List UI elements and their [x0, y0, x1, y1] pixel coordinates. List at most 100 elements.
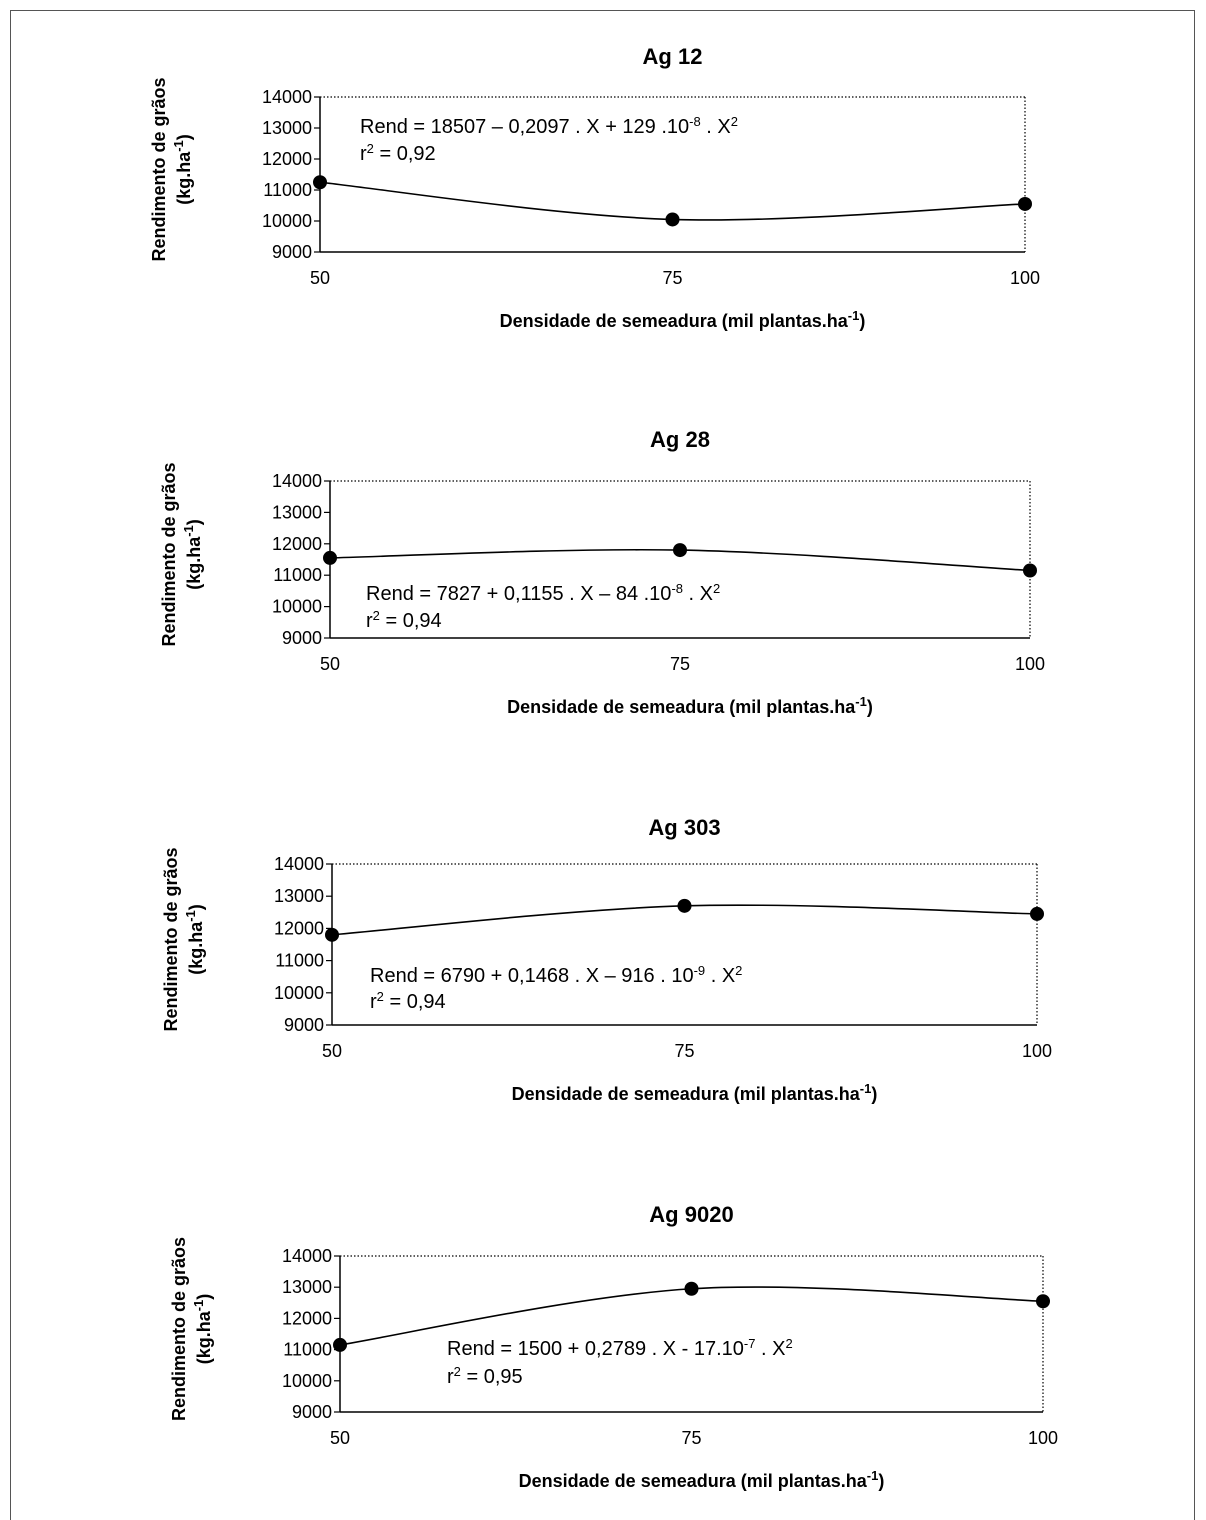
- x-tick-label: 100: [1022, 1041, 1052, 1061]
- y-axis-label-unit: (kg.ha-1): [183, 904, 207, 975]
- y-tick-label: 13000: [272, 502, 322, 522]
- x-tick-label: 50: [310, 268, 330, 288]
- regression-equation: Rend = 1500 + 0,2789 . X - 17.10-7 . X2: [447, 1336, 793, 1361]
- equation-main: Rend = 1500 + 0,2789 . X - 17.10: [447, 1338, 744, 1360]
- equation-term: . X: [755, 1338, 785, 1360]
- y-axis-label: Rendimento de grãos: [159, 462, 179, 646]
- equation-power: 2: [731, 114, 738, 129]
- r-symbol: r: [360, 143, 367, 165]
- x-axis-label: Densidade de semeadura (mil plantas.ha-1…: [507, 694, 873, 718]
- y-axis-unit-sup: -1: [171, 140, 186, 152]
- x-axis-label-text: Densidade de semeadura (mil plantas.ha: [507, 697, 856, 717]
- data-point: [684, 1281, 699, 1296]
- data-point: [1023, 563, 1037, 578]
- x-tick-label: 50: [330, 1428, 350, 1448]
- y-axis-unit-end: ): [174, 134, 194, 140]
- x-axis-label-sup: -1: [855, 694, 867, 709]
- x-axis-label-text: Densidade de semeadura (mil plantas.ha: [519, 1471, 868, 1491]
- data-point: [1036, 1294, 1050, 1309]
- y-tick-label: 11000: [275, 951, 324, 971]
- r-symbol: r: [447, 1366, 454, 1388]
- y-tick-label: 14000: [272, 471, 322, 491]
- y-tick-label: 9000: [292, 1402, 332, 1422]
- equation-power: 2: [713, 581, 720, 596]
- equation-exponent: -8: [671, 581, 683, 596]
- x-axis-label: Densidade de semeadura (mil plantas.ha-1…: [500, 308, 866, 332]
- equation-term: . X: [701, 116, 731, 138]
- y-axis-label: Rendimento de grãos: [169, 1237, 189, 1421]
- data-point: [1018, 196, 1032, 211]
- x-tick-label: 50: [322, 1041, 342, 1061]
- x-axis-label-end: ): [878, 1471, 884, 1491]
- y-axis-label-unit: (kg.ha-1): [181, 519, 205, 590]
- x-tick-label: 100: [1015, 654, 1045, 674]
- x-axis-label: Densidade de semeadura (mil plantas.ha-1…: [519, 1468, 885, 1492]
- y-tick-label: 11000: [283, 1340, 332, 1360]
- data-point: [1030, 906, 1044, 921]
- y-tick-label: 14000: [274, 854, 324, 874]
- y-axis-unit-end: ): [194, 1294, 214, 1300]
- x-tick-label: 100: [1028, 1428, 1058, 1448]
- y-tick-label: 9000: [284, 1015, 324, 1035]
- r-squared: r2 = 0,94: [366, 608, 442, 633]
- x-tick-label: 75: [674, 1041, 694, 1061]
- y-tick-label: 10000: [282, 1371, 332, 1391]
- x-axis-label-end: ): [867, 697, 873, 717]
- y-axis-unit-sup: -1: [181, 525, 196, 537]
- y-axis-label: Rendimento de grãos: [161, 847, 181, 1031]
- y-tick-label: 13000: [274, 886, 324, 906]
- regression-equation: Rend = 6790 + 0,1468 . X – 916 . 10-9 . …: [370, 963, 742, 988]
- y-tick-label: 10000: [262, 211, 312, 231]
- x-tick-label: 75: [670, 654, 690, 674]
- equation-main: Rend = 6790 + 0,1468 . X – 916 . 10: [370, 965, 694, 987]
- chart-title: Ag 303: [648, 815, 720, 840]
- r-squared: r2 = 0,95: [447, 1364, 523, 1389]
- r-symbol: r: [370, 991, 377, 1013]
- x-axis-label-end: ): [871, 1084, 877, 1104]
- r-symbol: r: [366, 610, 373, 632]
- y-axis-unit-sup: -1: [183, 910, 198, 922]
- y-tick-label: 12000: [274, 918, 324, 938]
- x-axis-label-text: Densidade de semeadura (mil plantas.ha: [512, 1084, 861, 1104]
- x-axis-label-text: Densidade de semeadura (mil plantas.ha: [500, 311, 849, 331]
- chart-title: Ag 28: [650, 427, 710, 452]
- r-value: = 0,94: [380, 610, 442, 632]
- chart-4: Ag 9020 9000 10000 11000 12000 13000 14000 50 75…: [169, 1202, 1058, 1491]
- equation-power: 2: [735, 963, 742, 978]
- y-axis-unit-sup: -1: [191, 1300, 206, 1312]
- chart-1: Ag 12 9000 10000 11000 12000 13000 14000 50 75 10…: [149, 44, 1040, 331]
- y-tick-label: 11000: [263, 180, 312, 200]
- y-tick-label: 12000: [282, 1308, 332, 1328]
- y-axis-unit-text: (kg.ha: [174, 151, 194, 205]
- r-value: = 0,95: [461, 1366, 523, 1388]
- figure-frame: [10, 10, 1195, 1520]
- data-point: [677, 898, 692, 913]
- y-tick-label: 10000: [274, 983, 324, 1003]
- data-point: [333, 1337, 347, 1352]
- y-tick-label: 14000: [262, 87, 312, 107]
- y-tick-label: 13000: [282, 1277, 332, 1297]
- r-value: = 0,92: [374, 143, 436, 165]
- r-power: 2: [454, 1364, 461, 1379]
- x-axis-label-sup: -1: [848, 308, 860, 323]
- equation-term: . X: [683, 583, 713, 605]
- x-tick-label: 100: [1010, 268, 1040, 288]
- x-axis-label-sup: -1: [867, 1468, 879, 1483]
- data-point: [313, 175, 327, 190]
- chart-2: Ag 28 9000 10000 11000 12000 13000 14000 50 75 10…: [159, 427, 1045, 717]
- regression-equation: Rend = 18507 – 0,2097 . X + 129 .10-8 . …: [360, 114, 738, 139]
- data-point: [665, 212, 680, 227]
- y-tick-label: 9000: [272, 242, 312, 262]
- y-tick-label: 9000: [282, 628, 322, 648]
- x-tick-label: 50: [320, 654, 340, 674]
- x-tick-label: 75: [662, 268, 682, 288]
- y-axis-unit-text: (kg.ha: [184, 536, 204, 590]
- y-tick-label: 10000: [272, 597, 322, 617]
- y-tick-label: 13000: [262, 118, 312, 138]
- equation-exponent: -9: [694, 963, 706, 978]
- y-axis-label-unit: (kg.ha-1): [191, 1294, 215, 1365]
- r-squared: r2 = 0,94: [370, 989, 446, 1014]
- y-axis-label-unit: (kg.ha-1): [171, 134, 195, 205]
- r-power: 2: [377, 989, 384, 1004]
